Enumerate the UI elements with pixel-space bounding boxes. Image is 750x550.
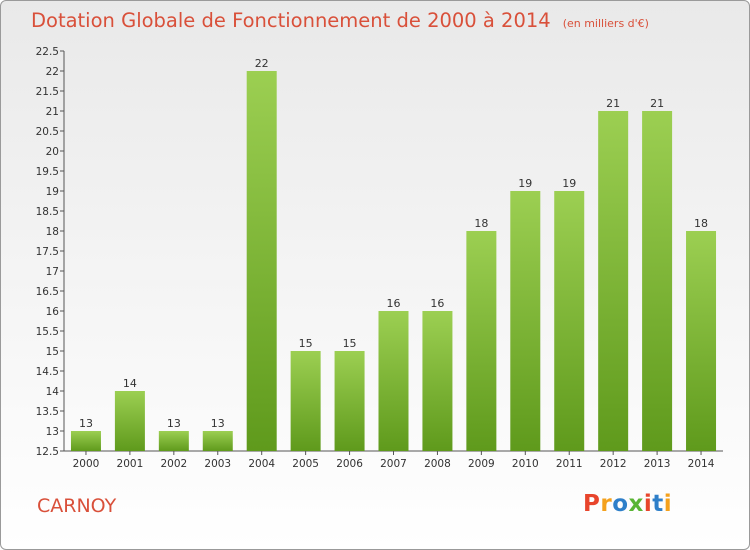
value-label: 13 bbox=[211, 417, 225, 430]
bar-2002 bbox=[158, 431, 189, 451]
value-label: 16 bbox=[430, 297, 444, 310]
logo-letter: r bbox=[600, 491, 613, 517]
logo-letter: o bbox=[612, 491, 629, 517]
value-label: 13 bbox=[167, 417, 181, 430]
y-tick-label: 17.5 bbox=[36, 246, 59, 258]
y-tick-label: 16 bbox=[46, 306, 60, 318]
bar-2012 bbox=[598, 111, 629, 451]
logo-letter: i bbox=[663, 491, 673, 517]
y-tick-label: 20 bbox=[46, 146, 59, 158]
x-tick-label: 2014 bbox=[688, 458, 715, 470]
value-label: 19 bbox=[518, 177, 532, 190]
bar-2003 bbox=[202, 431, 233, 451]
bar-2014 bbox=[686, 231, 717, 451]
y-tick-label: 18.5 bbox=[36, 206, 59, 218]
bar-2001 bbox=[114, 391, 145, 451]
value-label: 22 bbox=[255, 57, 269, 70]
y-tick-label: 15 bbox=[46, 346, 59, 358]
y-tick-label: 21 bbox=[46, 106, 59, 118]
y-tick-label: 13.5 bbox=[36, 406, 59, 418]
value-label: 14 bbox=[123, 377, 137, 390]
y-tick-label: 19.5 bbox=[36, 166, 59, 178]
value-label: 21 bbox=[650, 97, 664, 110]
bar-2013 bbox=[642, 111, 673, 451]
bar-2004 bbox=[246, 71, 277, 451]
y-tick-label: 14.5 bbox=[36, 366, 59, 378]
x-tick-label: 2000 bbox=[73, 458, 100, 470]
y-tick-label: 21.5 bbox=[36, 86, 59, 98]
x-tick-label: 2001 bbox=[117, 458, 144, 470]
chart-title: Dotation Globale de Fonctionnement de 20… bbox=[31, 9, 649, 32]
bar-2007 bbox=[378, 311, 409, 451]
proxiti-logo: Proxiti bbox=[583, 491, 672, 517]
y-tick-label: 14 bbox=[46, 386, 60, 398]
y-tick-label: 22 bbox=[46, 66, 59, 78]
logo-letter: x bbox=[628, 491, 644, 517]
x-tick-label: 2007 bbox=[380, 458, 407, 470]
value-label: 21 bbox=[606, 97, 620, 110]
x-tick-label: 2012 bbox=[600, 458, 627, 470]
bar-2009 bbox=[466, 231, 497, 451]
x-tick-label: 2008 bbox=[424, 458, 451, 470]
bar-2006 bbox=[334, 351, 365, 451]
y-tick-label: 16.5 bbox=[36, 286, 59, 298]
y-tick-label: 12.5 bbox=[36, 446, 59, 458]
bar-2008 bbox=[422, 311, 453, 451]
value-label: 13 bbox=[79, 417, 93, 430]
y-tick-label: 18 bbox=[46, 226, 59, 238]
value-label: 18 bbox=[694, 217, 708, 230]
x-tick-label: 2011 bbox=[556, 458, 583, 470]
commune-name: CARNOY bbox=[37, 495, 117, 517]
x-tick-label: 2010 bbox=[512, 458, 539, 470]
logo-letter: t bbox=[652, 491, 664, 517]
value-label: 15 bbox=[299, 337, 313, 350]
value-label: 19 bbox=[562, 177, 576, 190]
x-tick-label: 2013 bbox=[644, 458, 671, 470]
y-tick-label: 17 bbox=[46, 266, 59, 278]
bar-2000 bbox=[70, 431, 101, 451]
y-tick-label: 19 bbox=[46, 186, 59, 198]
value-label: 18 bbox=[474, 217, 488, 230]
bar-2005 bbox=[290, 351, 321, 451]
x-tick-label: 2009 bbox=[468, 458, 495, 470]
x-tick-label: 2003 bbox=[204, 458, 231, 470]
bar-2010 bbox=[510, 191, 541, 451]
title-text: Dotation Globale de Fonctionnement de 20… bbox=[31, 9, 551, 32]
x-tick-label: 2004 bbox=[248, 458, 275, 470]
y-tick-label: 13 bbox=[46, 426, 59, 438]
y-tick-label: 15.5 bbox=[36, 326, 59, 338]
x-tick-label: 2005 bbox=[292, 458, 319, 470]
x-tick-label: 2006 bbox=[336, 458, 363, 470]
bar-2011 bbox=[554, 191, 585, 451]
unit-note: (en milliers d'€) bbox=[562, 17, 649, 30]
y-tick-label: 20.5 bbox=[36, 126, 59, 138]
x-tick-label: 2002 bbox=[160, 458, 187, 470]
logo-letter: i bbox=[643, 491, 653, 517]
y-tick-label: 22.5 bbox=[36, 46, 59, 58]
value-label: 16 bbox=[387, 297, 401, 310]
value-label: 15 bbox=[343, 337, 357, 350]
logo-letter: P bbox=[583, 491, 601, 517]
